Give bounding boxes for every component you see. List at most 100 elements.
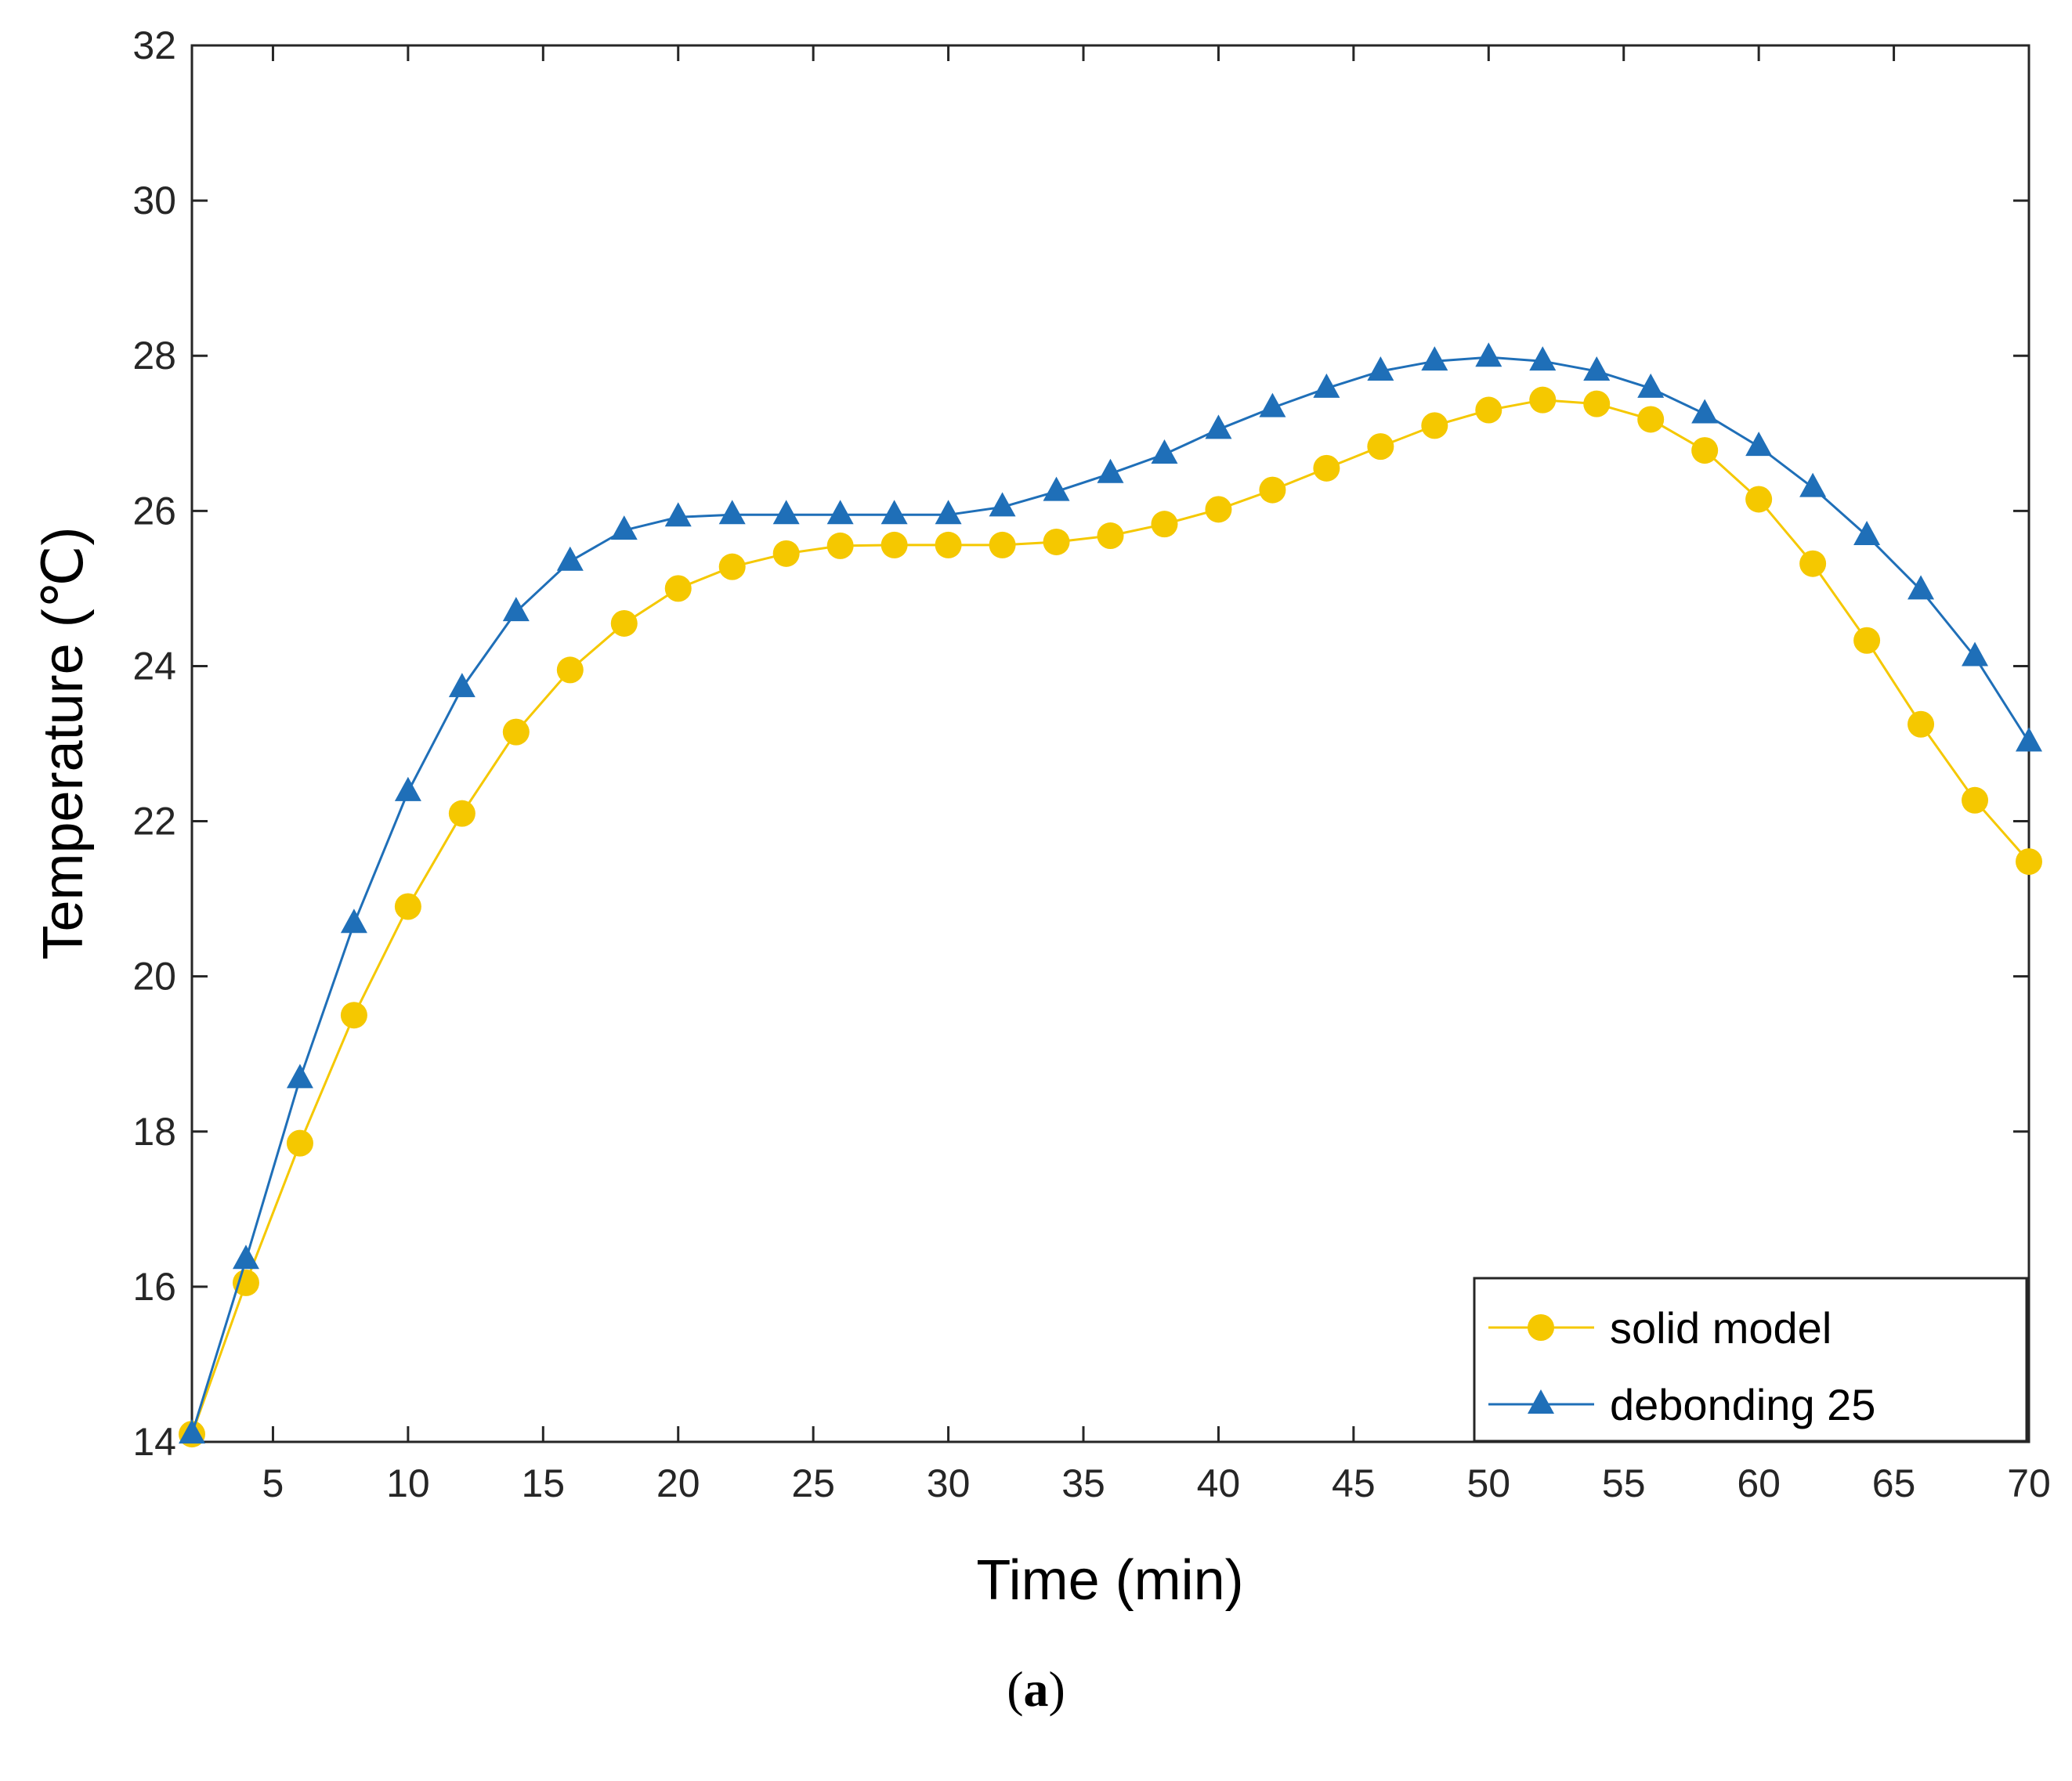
point-debonding-25-36	[1097, 458, 1124, 483]
point-debonding-25-66	[1907, 575, 1935, 600]
point-solid-model-26	[826, 532, 854, 559]
y-tick-label-30: 30	[132, 179, 176, 222]
point-debonding-25-4	[232, 1245, 259, 1270]
x-tick-label-70: 70	[2007, 1461, 2051, 1505]
legend-box	[1473, 1277, 2028, 1443]
point-solid-model-30	[935, 531, 962, 558]
point-solid-model-52	[1529, 386, 1557, 414]
point-solid-model-66	[1907, 710, 1935, 738]
point-debonding-25-38	[1151, 439, 1178, 464]
point-debonding-25-42	[1259, 392, 1286, 417]
point-solid-model-8	[340, 1002, 367, 1029]
point-solid-model-70	[2016, 848, 2042, 876]
point-debonding-25-52	[1529, 346, 1557, 371]
point-debonding-25-8	[340, 909, 367, 934]
point-solid-model-64	[1853, 627, 1881, 654]
point-solid-model-12	[448, 800, 476, 827]
x-tick-label-60: 60	[1737, 1461, 1781, 1505]
point-solid-model-42	[1259, 476, 1286, 504]
x-tick-label-55: 55	[1602, 1461, 1646, 1505]
point-solid-model-54	[1583, 390, 1611, 417]
point-solid-model-22	[718, 553, 746, 580]
point-solid-model-6	[286, 1129, 313, 1157]
y-axis: 14 16 18 20 22 24 26 28 30 32	[132, 23, 2029, 1464]
point-debonding-25-26	[826, 500, 854, 525]
series-debonding-25	[179, 342, 2042, 1444]
x-tick-label-40: 40	[1197, 1461, 1241, 1505]
point-debonding-25-16	[556, 546, 584, 571]
point-solid-model-18	[610, 609, 638, 637]
y-tick-label-16: 16	[132, 1265, 176, 1309]
point-debonding-25-68	[1962, 641, 1989, 667]
legend: solid model debonding 25	[1473, 1277, 2028, 1443]
x-tick-label-50: 50	[1466, 1461, 1510, 1505]
point-debonding-25-50	[1475, 342, 1502, 367]
point-debonding-25-70	[2016, 727, 2042, 752]
point-solid-model-60	[1745, 486, 1773, 513]
x-tick-label-15: 15	[521, 1461, 565, 1505]
point-debonding-25-34	[1043, 476, 1070, 501]
point-solid-model-10	[394, 893, 421, 920]
point-debonding-25-48	[1421, 346, 1448, 371]
x-tick-label-30: 30	[927, 1461, 971, 1505]
point-solid-model-68	[1962, 786, 1989, 814]
series-solid-model	[179, 386, 2042, 1448]
point-debonding-25-24	[772, 500, 800, 525]
y-tick-label-24: 24	[132, 644, 176, 688]
legend-marker-solid-model	[1528, 1314, 1554, 1341]
legend-marker-debonding-25	[1528, 1389, 1554, 1414]
x-tick-label-5: 5	[262, 1461, 284, 1505]
caption-close: )	[1048, 1661, 1065, 1717]
point-debonding-25-18	[610, 515, 638, 540]
point-solid-model-62	[1799, 550, 1827, 577]
y-axis-title: Temperature (℃)	[32, 526, 95, 959]
point-debonding-25-56	[1637, 373, 1665, 398]
x-tick-label-10: 10	[386, 1461, 430, 1505]
plot-area	[190, 44, 2030, 1443]
point-debonding-25-20	[664, 502, 692, 527]
point-solid-model-48	[1421, 412, 1448, 439]
y-tick-label-22: 22	[132, 800, 176, 844]
point-solid-model-58	[1691, 437, 1719, 464]
x-tick-label-25: 25	[791, 1461, 835, 1505]
point-debonding-25-54	[1583, 356, 1611, 381]
point-debonding-25-40	[1205, 414, 1232, 439]
caption-label: a	[1023, 1661, 1049, 1717]
point-solid-model-46	[1367, 433, 1394, 461]
point-solid-model-56	[1637, 406, 1665, 433]
x-tick-label-45: 45	[1332, 1461, 1376, 1505]
point-solid-model-38	[1151, 511, 1178, 538]
point-debonding-25-14	[502, 597, 530, 622]
point-solid-model-20	[664, 575, 692, 602]
point-solid-model-28	[881, 531, 908, 558]
x-tick-label-65: 65	[1872, 1461, 1916, 1505]
y-tick-label-18: 18	[132, 1110, 176, 1154]
point-solid-model-14	[502, 718, 530, 746]
point-solid-model-36	[1097, 522, 1124, 550]
point-debonding-25-62	[1799, 472, 1827, 497]
x-axis-title: Time (min)	[976, 1549, 1243, 1612]
y-tick-label-28: 28	[132, 334, 176, 378]
point-debonding-25-44	[1313, 373, 1340, 398]
series-layer	[179, 342, 2042, 1448]
y-tick-label-20: 20	[132, 955, 176, 999]
point-debonding-25-58	[1691, 399, 1719, 424]
x-tick-label-20: 20	[656, 1461, 700, 1505]
point-solid-model-32	[989, 531, 1016, 558]
x-axis: 5 10 15 20 25 30 35 40 45 50 55 60 65 70	[262, 45, 2051, 1505]
y-tick-label-32: 32	[132, 23, 176, 67]
point-solid-model-40	[1205, 496, 1232, 523]
point-solid-model-16	[556, 656, 584, 684]
point-debonding-25-10	[394, 776, 421, 801]
figure-caption: (a)	[0, 1660, 2072, 1718]
x-tick-label-35: 35	[1061, 1461, 1105, 1505]
point-solid-model-50	[1475, 396, 1502, 424]
point-solid-model-24	[772, 540, 800, 567]
point-debonding-25-22	[718, 500, 746, 525]
point-solid-model-34	[1043, 528, 1070, 555]
legend-label-debonding-25: debonding 25	[1610, 1380, 1875, 1429]
point-solid-model-4	[232, 1269, 259, 1296]
point-debonding-25-30	[935, 500, 962, 525]
point-debonding-25-2	[179, 1419, 205, 1444]
point-debonding-25-60	[1745, 432, 1773, 457]
